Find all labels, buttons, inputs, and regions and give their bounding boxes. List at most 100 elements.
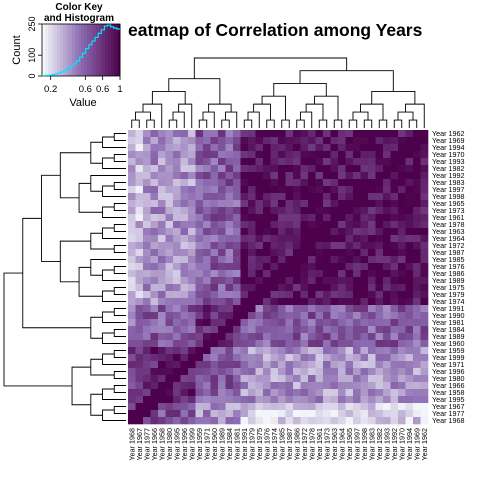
heatmap-cell — [331, 165, 339, 172]
heatmap-cell — [151, 368, 159, 375]
heatmap-cell — [196, 221, 204, 228]
heatmap-cell — [211, 207, 219, 214]
heatmap-cell — [136, 165, 144, 172]
heatmap-cell — [353, 284, 361, 291]
heatmap-cell — [353, 179, 361, 186]
heatmap-cell — [241, 277, 249, 284]
heatmap-cell — [226, 228, 234, 235]
heatmap-cell — [181, 403, 189, 410]
heatmap-cell — [331, 361, 339, 368]
heatmap-cell — [323, 326, 331, 333]
heatmap-cell — [188, 361, 196, 368]
heatmap-cell — [361, 165, 369, 172]
heatmap-cell — [128, 193, 136, 200]
heatmap-cell — [218, 396, 226, 403]
heatmap-cell — [278, 137, 286, 144]
dendrogram-branch — [60, 241, 91, 282]
heatmap-cell — [233, 277, 241, 284]
heatmap-cell — [233, 368, 241, 375]
heatmap-cell — [301, 354, 309, 361]
heatmap-cell — [188, 200, 196, 207]
heatmap-cell — [173, 389, 181, 396]
heatmap-cell — [248, 396, 256, 403]
heatmap-cell — [368, 326, 376, 333]
heatmap-cell — [376, 410, 384, 417]
heatmap-cell — [263, 172, 271, 179]
heatmap-cell — [331, 158, 339, 165]
heatmap-cell — [383, 270, 391, 277]
heatmap-cell — [248, 200, 256, 207]
heatmap-cell — [308, 214, 316, 221]
heatmap-cell — [256, 207, 264, 214]
heatmap-cell — [158, 340, 166, 347]
heatmap-cell — [226, 389, 234, 396]
heatmap-cell — [128, 165, 136, 172]
heatmap-cell — [263, 270, 271, 277]
dendrogram-branch — [297, 120, 305, 128]
heatmap-cell — [278, 340, 286, 347]
heatmap-cell — [391, 417, 399, 424]
heatmap-cell — [128, 179, 136, 186]
heatmap-cell — [263, 396, 271, 403]
heatmap-cell — [158, 193, 166, 200]
heatmap-cell — [263, 158, 271, 165]
color-key-swatch — [81, 24, 84, 76]
heatmap-cell — [271, 361, 279, 368]
heatmap-cell — [181, 354, 189, 361]
heatmap-cell — [421, 277, 429, 284]
dendrogram-branch — [60, 153, 91, 198]
heatmap-cell — [226, 312, 234, 319]
heatmap-cell — [353, 354, 361, 361]
heatmap-cell — [376, 235, 384, 242]
heatmap-cell — [248, 375, 256, 382]
heatmap-cell — [158, 298, 166, 305]
heatmap-cell — [293, 193, 301, 200]
heatmap-cell — [136, 207, 144, 214]
heatmap-cell — [233, 235, 241, 242]
heatmap-cell — [188, 291, 196, 298]
heatmap-cell — [361, 375, 369, 382]
heatmap-cell — [241, 312, 249, 319]
heatmap-cell — [203, 221, 211, 228]
heatmap-cell — [248, 277, 256, 284]
heatmap-cell — [166, 354, 174, 361]
heatmap-cell — [271, 305, 279, 312]
heatmap-cell — [308, 144, 316, 151]
heatmap-cell — [293, 382, 301, 389]
heatmap-cell — [166, 298, 174, 305]
heatmap-cell — [173, 144, 181, 151]
heatmap-cell — [398, 221, 406, 228]
heatmap-cell — [301, 214, 309, 221]
heatmap-cell — [353, 137, 361, 144]
heatmap-cell — [338, 396, 346, 403]
heatmap-cell — [398, 228, 406, 235]
heatmap-cell — [323, 200, 331, 207]
heatmap-cell — [136, 298, 144, 305]
heatmap-cell — [271, 151, 279, 158]
heatmap-cell — [278, 249, 286, 256]
heatmap-cell — [248, 347, 256, 354]
heatmap-cell — [248, 130, 256, 137]
column-label: Year 1962 — [420, 428, 429, 461]
heatmap-cell — [278, 179, 286, 186]
heatmap-cell — [368, 235, 376, 242]
heatmap-cell — [173, 417, 181, 424]
heatmap-cell — [128, 256, 136, 263]
heatmap-cell — [368, 382, 376, 389]
heatmap-cell — [143, 298, 151, 305]
heatmap-cell — [263, 207, 271, 214]
heatmap-cell — [241, 158, 249, 165]
heatmap-cell — [196, 319, 204, 326]
heatmap-cell — [413, 368, 421, 375]
heatmap-cell — [143, 137, 151, 144]
heatmap-cell — [256, 410, 264, 417]
color-key-swatch — [90, 24, 93, 76]
heatmap-cell — [398, 186, 406, 193]
heatmap-cell — [143, 354, 151, 361]
heatmap-cell — [128, 389, 136, 396]
heatmap-cell — [316, 228, 324, 235]
heatmap-cell — [278, 151, 286, 158]
heatmap-cell — [406, 361, 414, 368]
heatmap-cell — [383, 368, 391, 375]
heatmap-cell — [308, 333, 316, 340]
